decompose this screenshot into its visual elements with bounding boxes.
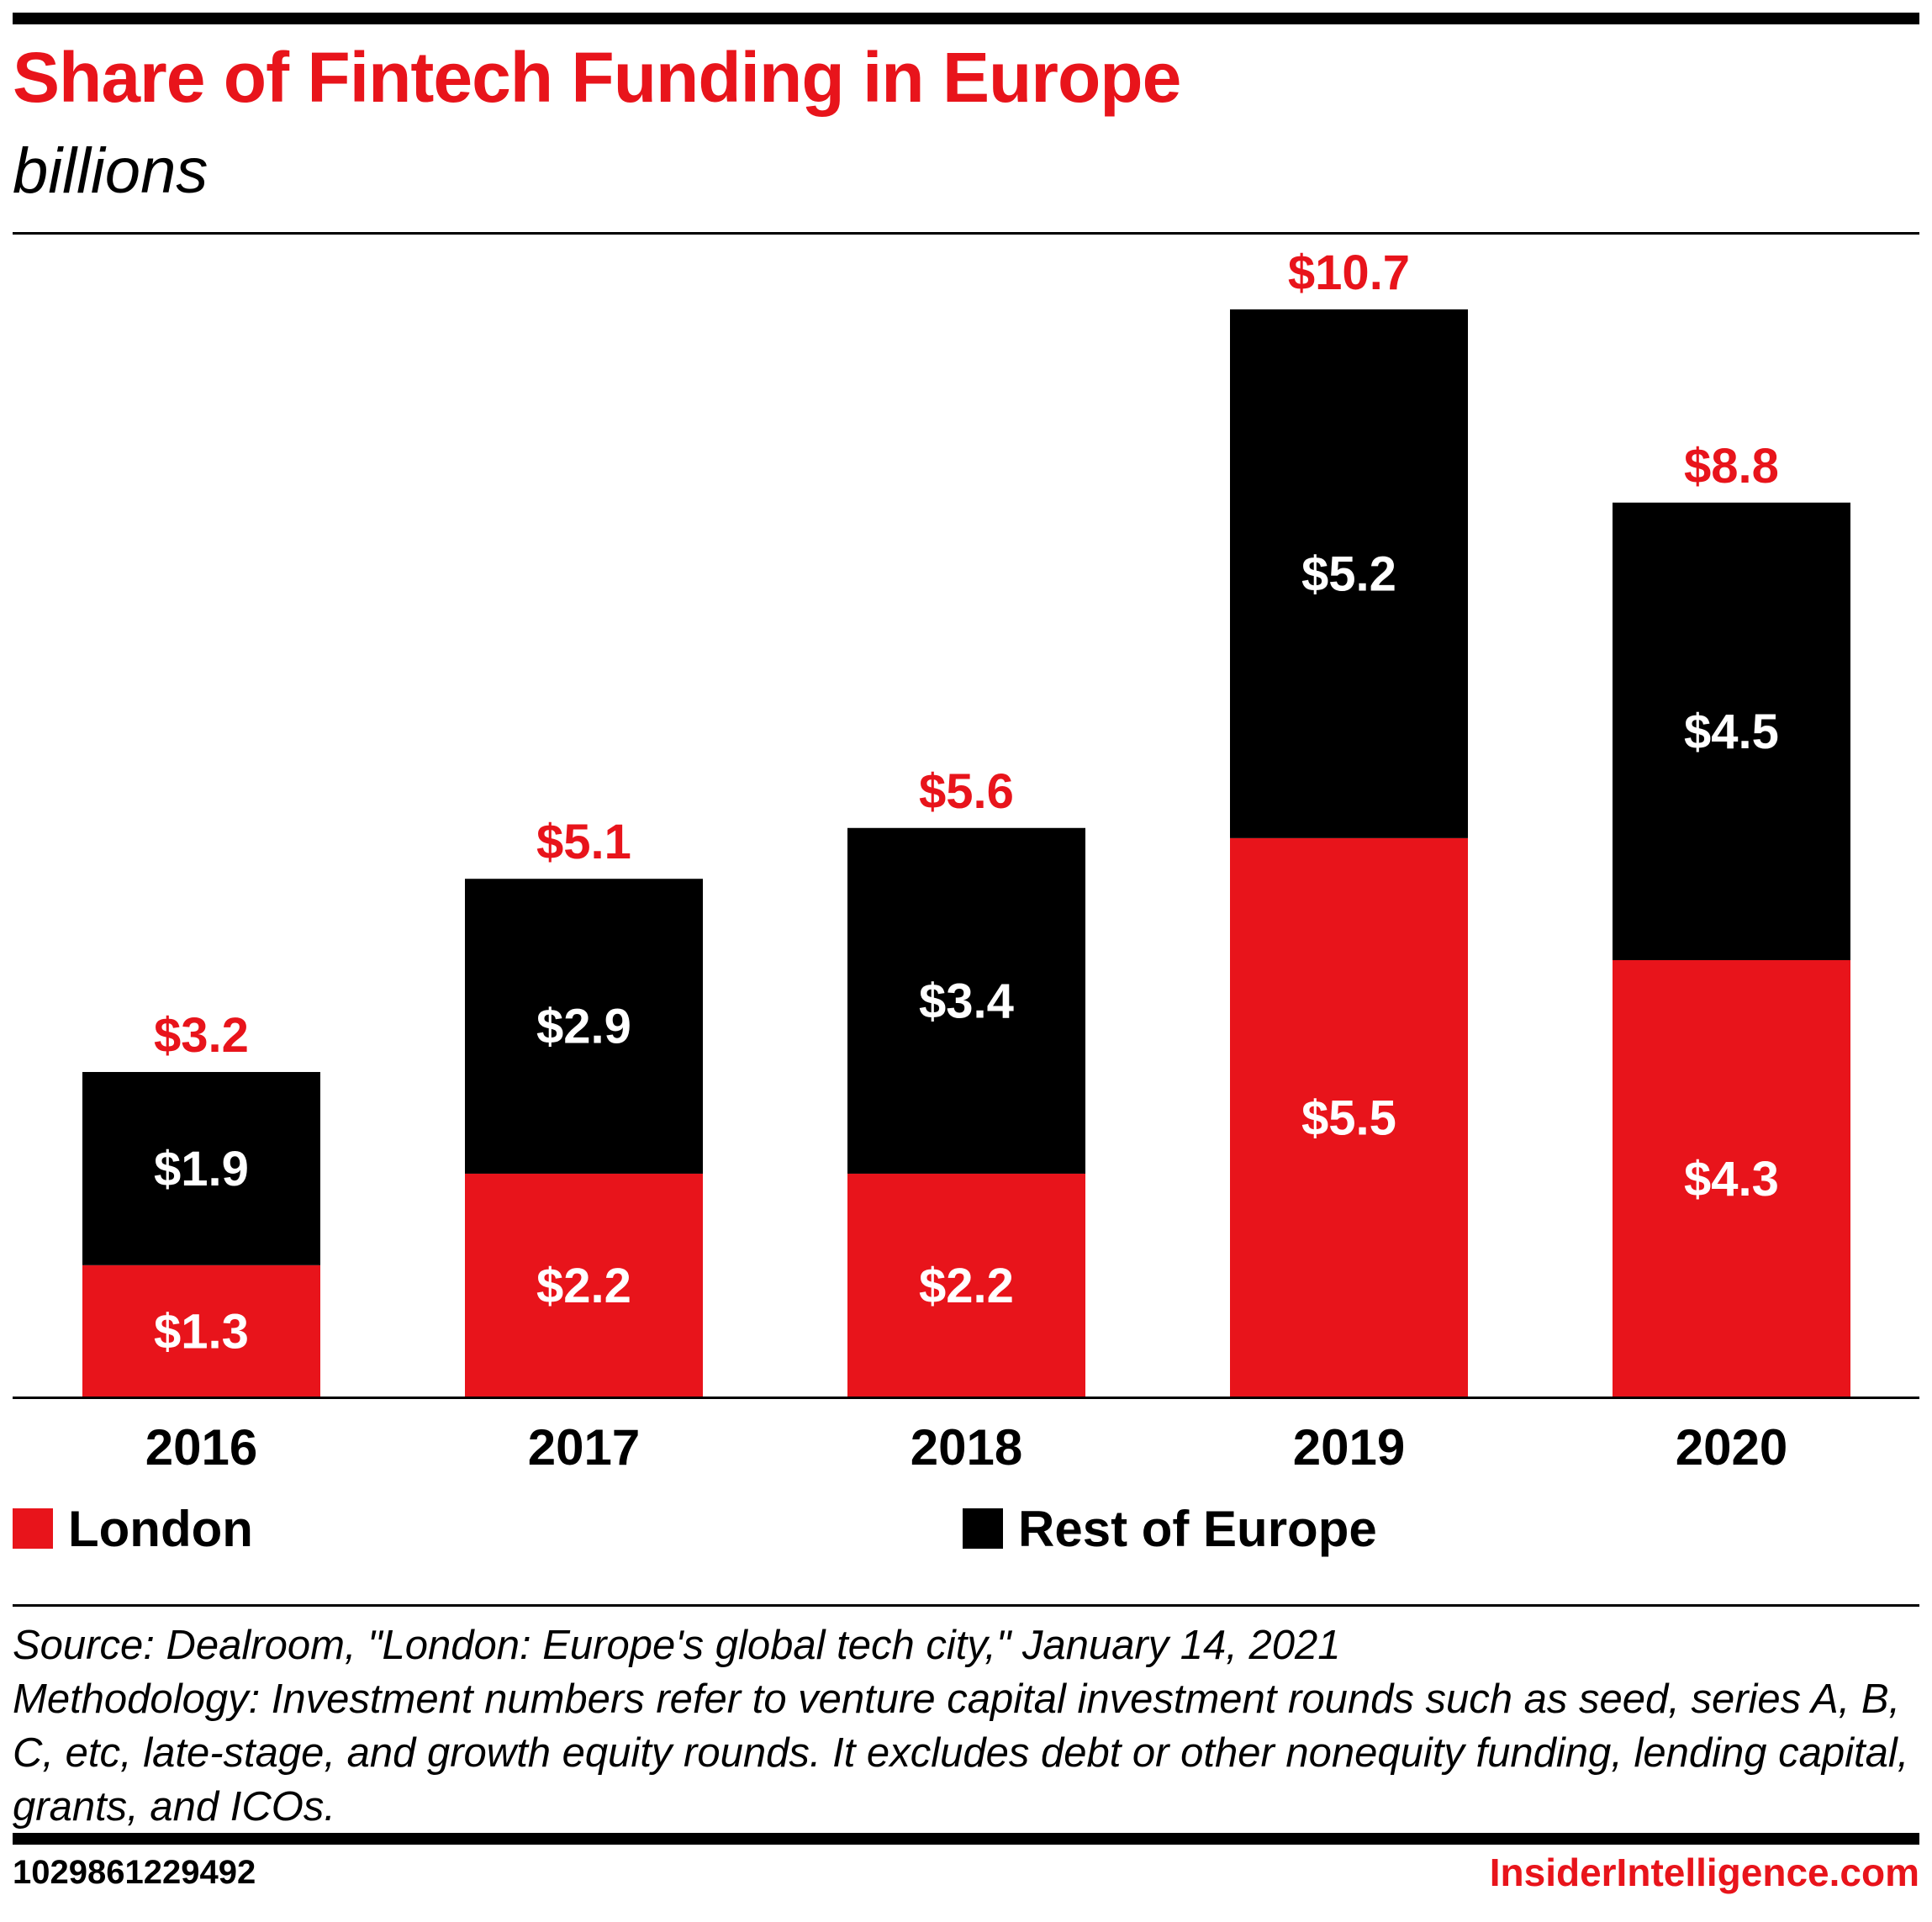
bar-london-2017 [465, 1173, 703, 1397]
legend-swatch-london [13, 1508, 53, 1549]
bar-london-2019 [1230, 837, 1468, 1397]
bar-label-london-2019: $5.5 [1301, 1090, 1396, 1145]
total-label-2020: $8.8 [1684, 439, 1779, 494]
chart-notes: Source: Dealroom, "London: Europe's glob… [13, 1618, 1919, 1834]
bar-label-london-2016: $1.3 [154, 1304, 249, 1359]
bar-rest-of-europe-2017 [465, 879, 703, 1174]
x-axis-line [13, 1397, 1919, 1399]
bar-rest-of-europe-2019 [1230, 309, 1468, 838]
bottom-rule [13, 1833, 1919, 1845]
x-tick-label-2020: 2020 [1676, 1419, 1787, 1476]
chart-title: Share of Fintech Funding in Europe [13, 38, 1181, 117]
bar-label-rest-of-europe-2018: $3.4 [919, 974, 1014, 1028]
legend-item-london: London [13, 1499, 253, 1558]
bar-rest-of-europe-2016 [82, 1072, 320, 1265]
bar-label-rest-of-europe-2017: $2.9 [536, 1000, 631, 1054]
total-label-2019: $10.7 [1288, 246, 1410, 300]
brand-logo-text: InsiderIntelligence.com [1489, 1851, 1919, 1894]
legend-label-london: London [68, 1500, 253, 1557]
total-label-2017: $5.1 [536, 815, 631, 869]
footer-rule [13, 1604, 1919, 1607]
x-tick-label-2017: 2017 [528, 1419, 640, 1476]
total-label-2016: $3.2 [154, 1008, 249, 1063]
header-rule [13, 232, 1919, 235]
top-rule [13, 13, 1919, 24]
bar-label-london-2018: $2.2 [919, 1259, 1014, 1313]
bar-label-rest-of-europe-2016: $1.9 [154, 1142, 249, 1196]
legend-item-rest-of-europe: Rest of Europe [963, 1499, 1377, 1558]
bar-label-rest-of-europe-2019: $5.2 [1301, 547, 1396, 601]
source-note: Source: Dealroom, "London: Europe's glob… [13, 1623, 1341, 1668]
legend-label-rest-of-europe: Rest of Europe [1018, 1500, 1377, 1557]
bar-london-2016 [82, 1265, 320, 1397]
chart-id: 1029861229492 [13, 1854, 256, 1891]
bar-label-london-2020: $4.3 [1684, 1152, 1779, 1207]
total-label-2018: $5.6 [919, 764, 1014, 819]
x-tick-label-2019: 2019 [1293, 1419, 1405, 1476]
stacked-bar-chart: $1.3 $1.9 $3.2 2016 $2.2 $2.9 $5.1 2017 $2.2 $3.4… [13, 246, 1919, 1476]
bar-london-2018 [847, 1173, 1085, 1397]
bar-rest-of-europe-2020 [1613, 502, 1850, 960]
methodology-note: Methodology: Investment numbers refer to… [13, 1676, 1909, 1830]
bar-label-rest-of-europe-2020: $4.5 [1684, 705, 1779, 759]
x-tick-label-2016: 2016 [145, 1419, 257, 1476]
bar-london-2020 [1613, 959, 1850, 1397]
chart-subtitle: billions [13, 135, 209, 207]
legend-swatch-rest-of-europe [963, 1508, 1003, 1549]
x-tick-label-2018: 2018 [911, 1419, 1022, 1476]
bar-label-london-2017: $2.2 [536, 1259, 631, 1313]
bar-rest-of-europe-2018 [847, 827, 1085, 1174]
